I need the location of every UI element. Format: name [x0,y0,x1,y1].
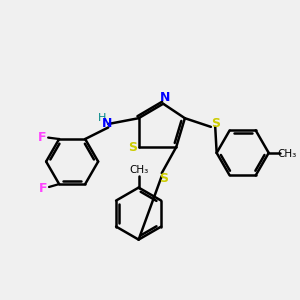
Text: S: S [211,117,220,130]
Text: N: N [102,118,112,130]
Text: CH₃: CH₃ [278,149,297,159]
Text: CH₃: CH₃ [129,165,148,175]
Text: H: H [98,113,106,123]
Text: N: N [159,91,170,104]
Text: S: S [159,172,168,185]
Text: S: S [128,141,137,154]
Text: F: F [39,182,47,195]
Text: F: F [38,130,46,143]
